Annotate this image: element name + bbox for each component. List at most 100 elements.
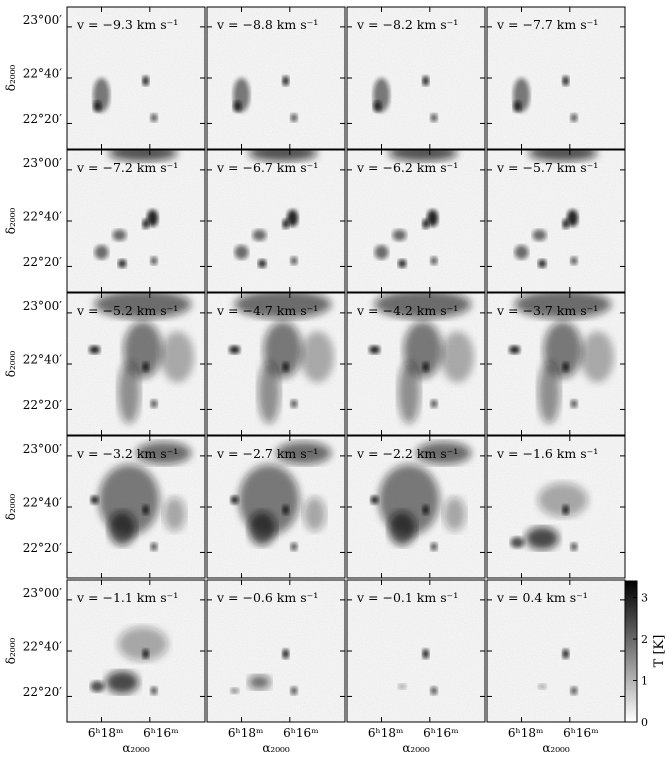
channel-panel: v = −3.7 km s⁻¹ (486, 292, 626, 436)
velocity-label: v = −1.6 km s⁻¹ (496, 446, 598, 461)
channel-panel: v = −5.7 km s⁻¹ (486, 149, 626, 293)
colorbar-label: T [K] (652, 635, 667, 668)
velocity-label: v = −6.7 km s⁻¹ (216, 160, 318, 175)
emission-map (347, 436, 485, 578)
dec-tick-label: 22°40′ (23, 210, 63, 224)
dec-tick-label: 22°20′ (23, 255, 63, 269)
channel-panel: v = −8.2 km s⁻¹ (346, 6, 486, 150)
emission-map (347, 7, 485, 149)
colorbar-gradient (624, 580, 638, 723)
velocity-label: v = −6.2 km s⁻¹ (356, 160, 458, 175)
channel-panel: v = −0.6 km s⁻¹ (206, 579, 346, 723)
velocity-label: v = −8.2 km s⁻¹ (356, 17, 458, 32)
channel-panel: v = −9.3 km s⁻¹ (66, 6, 206, 150)
velocity-label: v = −5.2 km s⁻¹ (76, 303, 178, 318)
ra-axis-label: α₂₀₀₀ (402, 741, 430, 755)
velocity-label: v = −2.7 km s⁻¹ (216, 446, 318, 461)
velocity-label: v = −7.7 km s⁻¹ (496, 17, 598, 32)
emission-map (487, 293, 625, 435)
dec-tick-label: 23°00′ (23, 442, 63, 456)
emission-map (207, 436, 345, 578)
ra-tick-label: 6ʰ18ᵐ (368, 726, 403, 740)
ra-axis-label: α₂₀₀₀ (262, 741, 290, 755)
channel-panel: v = −6.2 km s⁻¹ (346, 149, 486, 293)
dec-tick-label: 23°00′ (23, 13, 63, 27)
channel-panel: v = −1.1 km s⁻¹ (66, 579, 206, 723)
channel-panel: v = 0.4 km s⁻¹ (486, 579, 626, 723)
channel-panel: v = −1.6 km s⁻¹ (486, 435, 626, 579)
channel-panel: v = −5.2 km s⁻¹ (66, 292, 206, 436)
dec-tick-label: 22°20′ (23, 398, 63, 412)
velocity-label: v = −7.2 km s⁻¹ (76, 160, 178, 175)
colorbar-tick-label: 3 (641, 592, 648, 605)
velocity-label: v = −4.2 km s⁻¹ (356, 303, 458, 318)
channel-panel: v = −4.7 km s⁻¹ (206, 292, 346, 436)
ra-axis-label: α₂₀₀₀ (122, 741, 150, 755)
colorbar-tick-label: 0 (641, 716, 648, 729)
emission-map (207, 293, 345, 435)
channel-panel: v = −2.2 km s⁻¹ (346, 435, 486, 579)
ra-tick-label: 6ʰ16ᵐ (563, 726, 598, 740)
velocity-label: v = −5.7 km s⁻¹ (496, 160, 598, 175)
velocity-label: v = −0.1 km s⁻¹ (356, 590, 458, 605)
dec-tick-label: 22°20′ (23, 685, 63, 699)
channel-panel: v = −0.1 km s⁻¹ (346, 579, 486, 723)
dec-axis-label: δ₂₀₀₀ (4, 351, 18, 378)
emission-map (487, 7, 625, 149)
emission-map (347, 293, 485, 435)
channel-panel: v = −8.8 km s⁻¹ (206, 6, 346, 150)
channel-panel: v = −4.2 km s⁻¹ (346, 292, 486, 436)
colorbar-tick-label: 2 (641, 633, 648, 646)
emission-map (207, 580, 345, 722)
ra-tick-label: 6ʰ18ᵐ (88, 726, 123, 740)
ra-tick-label: 6ʰ16ᵐ (423, 726, 458, 740)
dec-tick-label: 22°20′ (23, 541, 63, 555)
emission-map (487, 436, 625, 578)
emission-map (67, 580, 205, 722)
ra-tick-label: 6ʰ16ᵐ (143, 726, 178, 740)
velocity-label: v = −2.2 km s⁻¹ (356, 446, 458, 461)
velocity-label: v = −8.8 km s⁻¹ (216, 17, 318, 32)
dec-tick-label: 23°00′ (23, 586, 63, 600)
emission-map (487, 580, 625, 722)
emission-map (347, 580, 485, 722)
emission-map (67, 150, 205, 292)
channel-panel: v = −7.2 km s⁻¹ (66, 149, 206, 293)
velocity-label: v = −0.6 km s⁻¹ (216, 590, 318, 605)
emission-map (67, 293, 205, 435)
channel-panel: v = −2.7 km s⁻¹ (206, 435, 346, 579)
colorbar: 0 1 2 3 T [K] (624, 580, 667, 729)
channel-panel: v = −7.7 km s⁻¹ (486, 6, 626, 150)
emission-map (207, 7, 345, 149)
ra-axis-label: α₂₀₀₀ (542, 741, 570, 755)
velocity-label: v = −3.2 km s⁻¹ (76, 446, 178, 461)
dec-tick-label: 23°00′ (23, 299, 63, 313)
velocity-label: v = −1.1 km s⁻¹ (76, 590, 178, 605)
velocity-label: v = −4.7 km s⁻¹ (216, 303, 318, 318)
velocity-label: v = −3.7 km s⁻¹ (496, 303, 598, 318)
emission-map (67, 436, 205, 578)
dec-axis-label: δ₂₀₀₀ (4, 65, 18, 92)
velocity-label: v = 0.4 km s⁻¹ (496, 590, 588, 605)
channel-panel: v = −3.2 km s⁻¹ (66, 435, 206, 579)
emission-map (487, 150, 625, 292)
emission-map (67, 7, 205, 149)
velocity-label: v = −9.3 km s⁻¹ (76, 17, 178, 32)
dec-tick-label: 22°40′ (23, 67, 63, 81)
dec-axis-label: δ₂₀₀₀ (4, 638, 18, 665)
dec-tick-label: 22°40′ (23, 640, 63, 654)
dec-tick-label: 22°20′ (23, 112, 63, 126)
emission-map (347, 150, 485, 292)
dec-axis-label: δ₂₀₀₀ (4, 494, 18, 521)
dec-tick-label: 22°40′ (23, 496, 63, 510)
dec-tick-label: 23°00′ (23, 156, 63, 170)
emission-map (207, 150, 345, 292)
ra-tick-label: 6ʰ16ᵐ (283, 726, 318, 740)
ra-tick-label: 6ʰ18ᵐ (508, 726, 543, 740)
colorbar-tick-label: 1 (641, 675, 648, 688)
dec-axis-label: δ₂₀₀₀ (4, 208, 18, 235)
ra-tick-label: 6ʰ18ᵐ (228, 726, 263, 740)
channel-panel: v = −6.7 km s⁻¹ (206, 149, 346, 293)
dec-tick-label: 22°40′ (23, 353, 63, 367)
